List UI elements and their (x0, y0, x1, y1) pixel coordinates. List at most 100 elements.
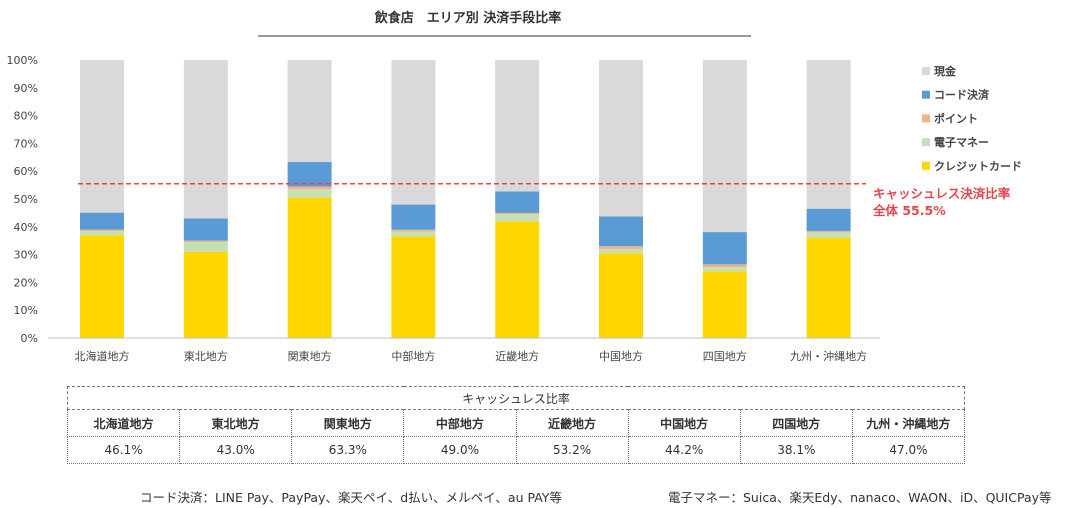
footnote-code-payment: コード決済：LINE Pay、PayPay、楽天ペイ、d払い、メルペイ、au P… (140, 490, 562, 505)
table-value-cell: 63.3% (291, 436, 405, 464)
bar-segment (702, 271, 747, 338)
x-tick-label: 北海道地方 (75, 349, 130, 363)
y-tick-label: 70% (14, 137, 38, 150)
y-tick-label: 0% (21, 332, 38, 345)
y-tick-label: 20% (14, 276, 38, 289)
bar-segment (702, 232, 747, 265)
bar-segment (495, 212, 540, 215)
table-region-cell: 関東地方 (291, 409, 405, 437)
table-value-cell: 49.0% (403, 436, 517, 464)
bar-segment (183, 251, 228, 338)
bar-segment (391, 60, 436, 205)
bar-segment (80, 212, 124, 230)
bar-segment (391, 229, 436, 232)
y-tick-label: 40% (14, 221, 38, 234)
bar-segment (287, 197, 332, 338)
table-value-cell: 38.1% (739, 436, 853, 464)
bar-segment (391, 204, 436, 230)
x-tick-label: 中部地方 (391, 349, 435, 363)
y-tick-label: 90% (14, 82, 38, 95)
x-tick-label: 四国地方 (703, 349, 747, 363)
legend-label: クレジットカード (934, 160, 1022, 173)
footnote-e-money: 電子マネー：Suica、楽天Edy、nanaco、WAON、iD、QUICPay… (668, 490, 1052, 505)
legend-label: ポイント (934, 111, 978, 125)
y-axis: 0% 10% 20% 30% 40% 50% 60% 70% 80% 90% 100% (7, 54, 38, 345)
y-tick-label: 60% (14, 165, 38, 178)
legend-swatch (922, 161, 930, 170)
chart-title: 飲食店 エリア別 決済手段比率 (374, 10, 562, 26)
legend-swatch (922, 114, 930, 123)
bar-segment (183, 60, 228, 219)
bar-segment (80, 60, 124, 213)
bar-segment (806, 237, 851, 338)
bar-segment (287, 60, 332, 163)
table-region-cell: 中国地方 (627, 409, 741, 437)
bar-segment (599, 249, 643, 254)
bar-segment (806, 60, 851, 209)
reference-line-value-label: 全体 55.5% (872, 203, 946, 218)
bar-segment (495, 214, 540, 222)
x-axis: 北海道地方 東北地方 関東地方 中部地方 近畿地方 中国地方 四国地方 九州・沖縄地方 (48, 337, 880, 363)
x-tick-label: 東北地方 (184, 349, 228, 363)
cashless-ratio-table: キャッシュレス比率 北海道地方 東北地方 関東地方 中部地方 近畿地方 中国地方… (66, 386, 966, 464)
bar-segment (80, 230, 124, 236)
legend-swatch (922, 138, 930, 147)
bar-segment (806, 232, 851, 238)
y-tick-label: 80% (14, 110, 38, 123)
table-region-cell: 東北地方 (179, 409, 293, 437)
bar-segment (183, 242, 228, 252)
bar-segment (599, 216, 643, 247)
legend-label: 電子マネー (934, 136, 989, 149)
bar-segment (599, 246, 643, 250)
x-tick-label: 中国地方 (599, 349, 643, 363)
table-value-row: 46.1% 43.0% 63.3% 49.0% 53.2% 44.2% 38.1… (66, 436, 966, 464)
table-value-cell: 47.0% (851, 436, 966, 464)
bar-segment (183, 218, 228, 241)
legend-label: 現金 (934, 64, 957, 78)
y-tick-label: 50% (14, 193, 38, 206)
y-tick-label: 30% (14, 249, 38, 262)
bar-segment (391, 231, 436, 237)
bar-segment (806, 230, 851, 233)
bar-segment (287, 162, 332, 187)
table-value-cell: 46.1% (66, 436, 181, 464)
bar-segment (495, 191, 540, 213)
bar-segment (702, 60, 747, 233)
bar-segment (702, 264, 747, 268)
bar-segment (495, 221, 540, 338)
x-tick-label: 近畿地方 (495, 349, 539, 363)
legend-swatch (922, 90, 930, 99)
table-value-cell: 43.0% (179, 436, 293, 464)
bar-segment (391, 236, 436, 338)
bar-segment (287, 186, 332, 190)
legend-swatch (922, 67, 930, 75)
table-value-cell: 44.2% (627, 436, 741, 464)
y-tick-label: 10% (14, 304, 38, 317)
bar-segment (80, 229, 124, 231)
table-region-cell: 北海道地方 (66, 409, 181, 437)
bar-segment (287, 189, 332, 198)
y-tick-label: 100% (7, 54, 38, 67)
bar-segment (599, 60, 643, 217)
bar-segment (599, 253, 643, 338)
bar-segment (495, 60, 540, 192)
table-region-cell: 中部地方 (403, 409, 517, 437)
reference-line-label: キャッシュレス決済比率 (873, 186, 1011, 201)
x-tick-label: 九州・沖縄地方 (790, 349, 867, 363)
bar-segment (183, 240, 228, 243)
table-caption: キャッシュレス比率 (67, 386, 965, 410)
bar-segment (806, 208, 851, 231)
table-region-cell: 九州・沖縄地方 (851, 409, 966, 437)
bars-group (80, 60, 851, 338)
table-region-cell: 四国地方 (739, 409, 853, 437)
bar-segment (702, 267, 747, 272)
table-header-row: 北海道地方 東北地方 関東地方 中部地方 近畿地方 中国地方 四国地方 九州・沖… (66, 409, 966, 437)
table-value-cell: 53.2% (515, 436, 629, 464)
x-tick-label: 関東地方 (288, 349, 332, 363)
bar-segment (80, 235, 124, 338)
stacked-bar-chart: 飲食店 エリア別 決済手段比率 0% 10% 20% 30% 40% 50% 60% 70% 8… (7, 10, 1022, 363)
legend-label: コード決済 (934, 88, 990, 102)
table-region-cell: 近畿地方 (515, 409, 629, 437)
